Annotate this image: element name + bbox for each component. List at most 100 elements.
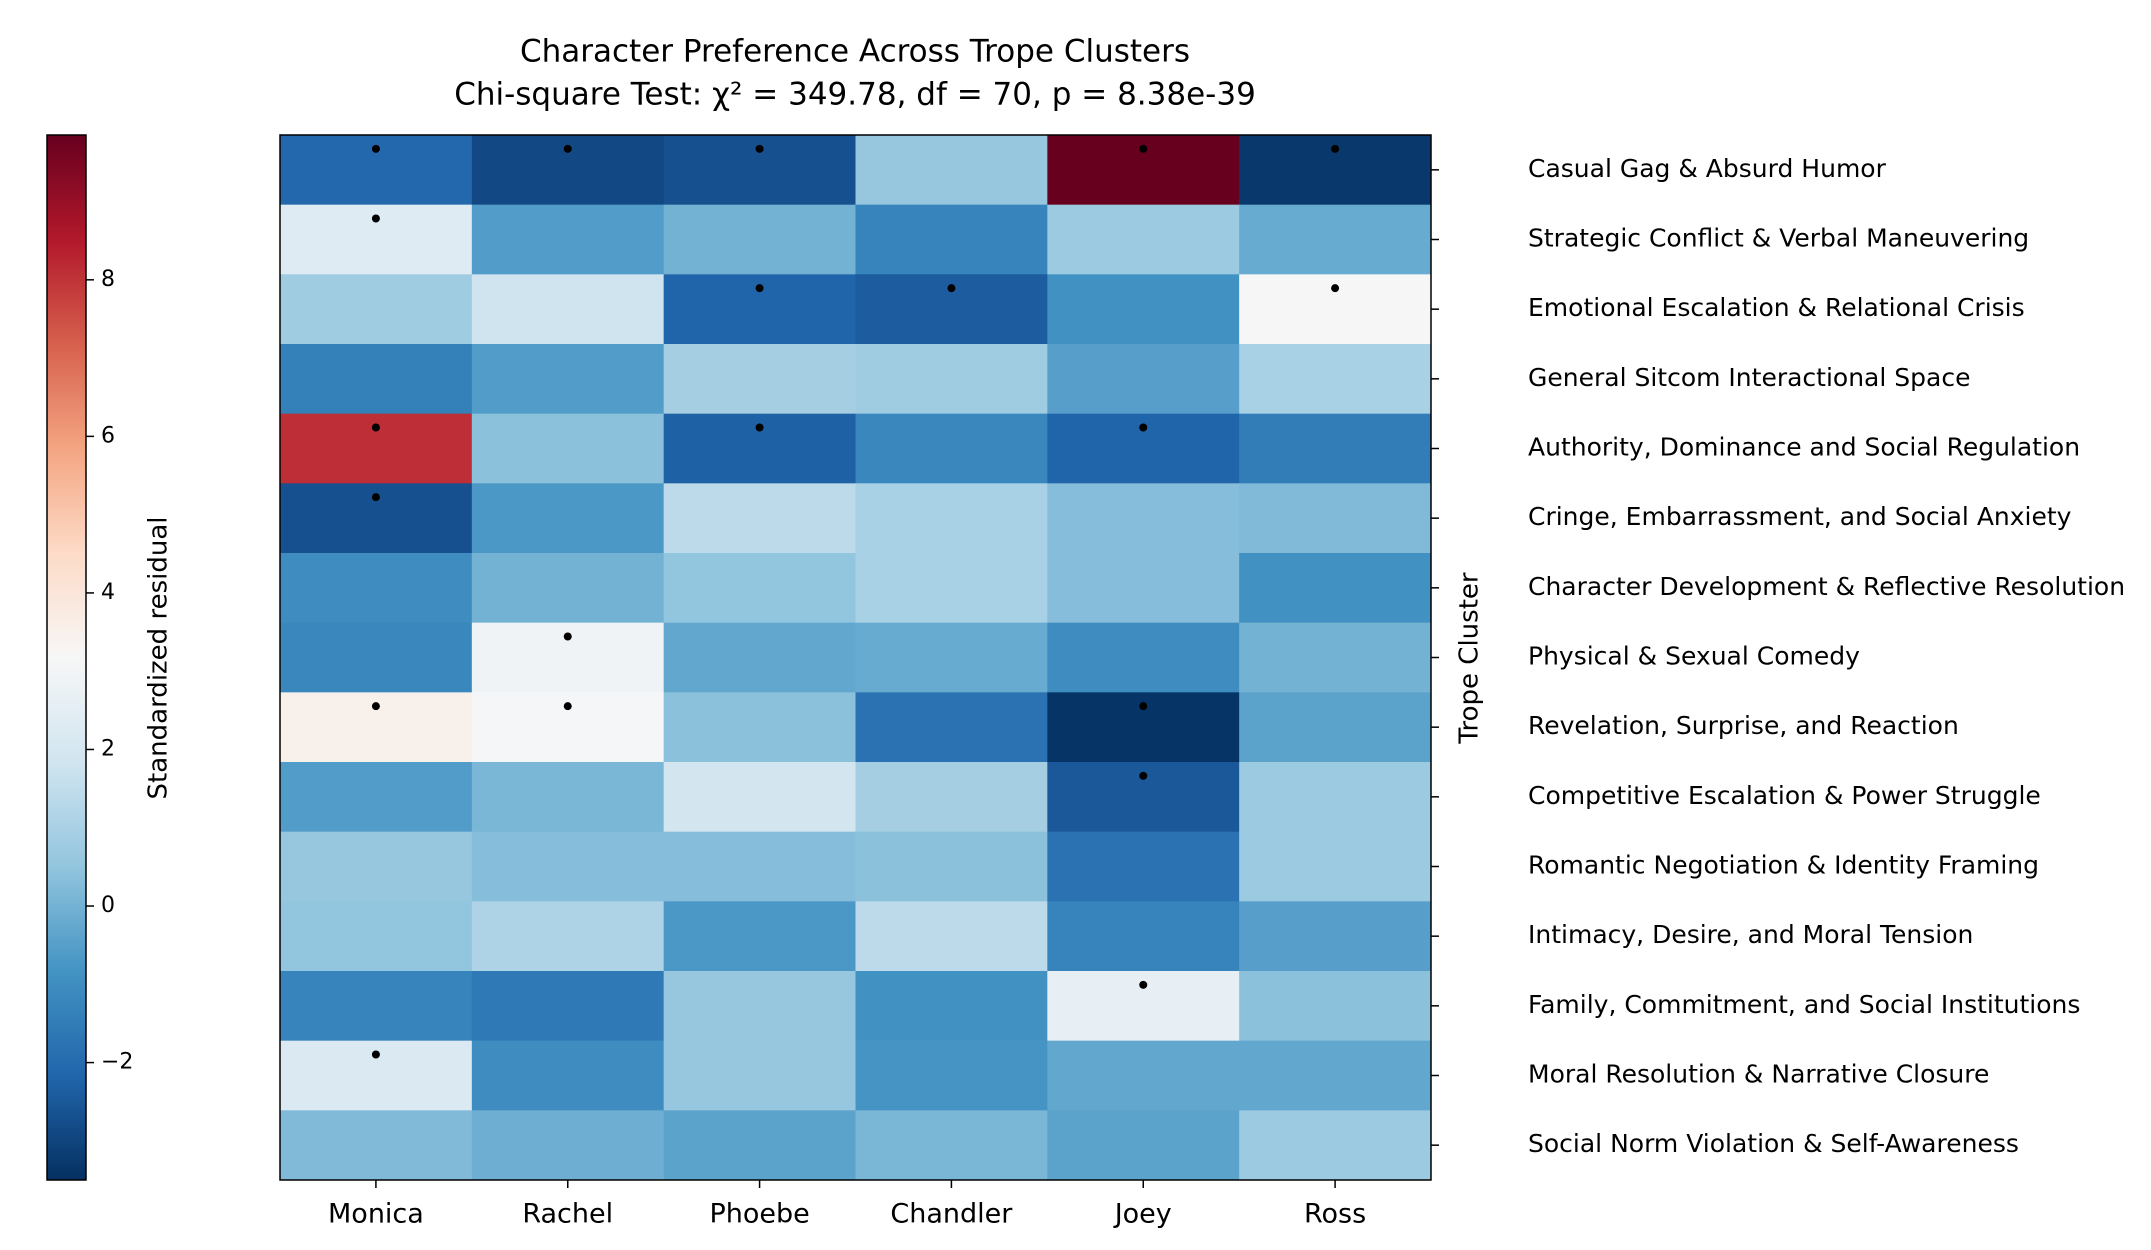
- y-tick-label: Cringe, Embarrassment, and Social Anxiet…: [1528, 502, 2072, 531]
- heatmap-cell: [855, 204, 1048, 275]
- heatmap-cell: [663, 971, 856, 1042]
- significance-dot: [1139, 980, 1148, 989]
- significance-dot: [371, 144, 380, 153]
- heatmap-cell: [471, 1040, 665, 1111]
- heatmap-cell: [1047, 1040, 1240, 1111]
- y-tick-label: Family, Commitment, and Social Instituti…: [1528, 990, 2080, 1019]
- x-tick-label: Ross: [1304, 1199, 1366, 1230]
- heatmap-cell: [280, 274, 473, 345]
- heatmap-cell: [1047, 553, 1240, 624]
- heatmap-cell: [855, 1040, 1048, 1111]
- x-tick-label: Chandler: [890, 1199, 1013, 1230]
- heatmap-cell: [1047, 344, 1240, 415]
- colorbar-tick-label: 0: [101, 893, 115, 918]
- heatmap-cell: [280, 553, 473, 624]
- x-tick-label: Monica: [328, 1199, 424, 1230]
- heatmap-cell: [663, 204, 856, 275]
- significance-dot: [371, 214, 380, 223]
- heatmap-cell: [1239, 413, 1432, 484]
- y-tick-label: Authority, Dominance and Social Regulati…: [1528, 433, 2080, 462]
- heatmap-cell: [855, 971, 1048, 1042]
- colorbar-tick-label: 2: [101, 736, 115, 761]
- y-tick-label: Casual Gag & Absurd Humor: [1528, 154, 1887, 183]
- heatmap-cell: [663, 553, 856, 624]
- heatmap-cell: [1239, 901, 1432, 972]
- significance-dot: [563, 144, 572, 153]
- heatmap-cell: [1239, 1110, 1432, 1181]
- y-tick-label: Competitive Escalation & Power Struggle: [1528, 781, 2041, 810]
- significance-dot: [371, 493, 380, 502]
- heatmap-cell: [280, 971, 473, 1042]
- heatmap-cell: [1239, 831, 1432, 902]
- heatmap-cell: [663, 1040, 856, 1111]
- x-tick-label: Rachel: [522, 1199, 613, 1230]
- y-tick-label: Romantic Negotiation & Identity Framing: [1528, 851, 2039, 880]
- y-tick-label: Social Norm Violation & Self-Awareness: [1528, 1129, 2019, 1158]
- heatmap-cell: [471, 344, 665, 415]
- heatmap-cell: [1047, 831, 1240, 902]
- heatmap-cell: [471, 274, 665, 345]
- heatmap-cell: [855, 413, 1048, 484]
- heatmap-cell: [1239, 204, 1432, 275]
- heatmap-cell: [663, 622, 856, 693]
- heatmap-cell: [663, 831, 856, 902]
- y-tick-label: Character Development & Reflective Resol…: [1528, 572, 2125, 601]
- heatmap-cell: [280, 1110, 473, 1181]
- heatmap-cell: [1239, 692, 1432, 763]
- significance-dot: [1331, 284, 1340, 293]
- heatmap-cell: [1047, 204, 1240, 275]
- significance-dot: [755, 284, 764, 293]
- significance-dot: [1139, 423, 1148, 432]
- heatmap-cell: [663, 762, 856, 833]
- chart-title: Character Preference Across Trope Cluste…: [520, 34, 1190, 70]
- heatmap-cell: [471, 204, 665, 275]
- heatmap-cell: [1239, 344, 1432, 415]
- heatmap-cell: [471, 901, 665, 972]
- y-tick-label: Emotional Escalation & Relational Crisis: [1528, 293, 2025, 322]
- colorbar-tick-label: 4: [101, 580, 115, 605]
- x-tick-label: Phoebe: [709, 1199, 809, 1230]
- heatmap-cell: [1047, 622, 1240, 693]
- heatmap-cell: [855, 1110, 1048, 1181]
- heatmap-cell: [1047, 901, 1240, 972]
- significance-dot: [1331, 144, 1340, 153]
- y-axis-label: Trope Cluster: [1455, 572, 1485, 744]
- significance-dot: [563, 632, 572, 641]
- heatmap-cell: [855, 553, 1048, 624]
- heatmap-cell: [855, 483, 1048, 554]
- significance-dot: [371, 1050, 380, 1059]
- heatmap-cell: [280, 831, 473, 902]
- heatmap-cell: [663, 483, 856, 554]
- heatmap-cell: [855, 344, 1048, 415]
- heatmap-cell: [471, 831, 665, 902]
- heatmap-cell: [1239, 971, 1432, 1042]
- heatmap-cell: [663, 692, 856, 763]
- heatmap-cell: [1239, 622, 1432, 693]
- heatmap-cell: [1239, 762, 1432, 833]
- colorbar-tick-label: 6: [101, 423, 115, 448]
- heatmap-cell: [855, 901, 1048, 972]
- heatmap-cell: [1239, 1040, 1432, 1111]
- heatmap-cell: [280, 901, 473, 972]
- heatmap-cell: [280, 344, 473, 415]
- heatmap-cell: [855, 135, 1048, 206]
- significance-dot: [371, 702, 380, 711]
- significance-dot: [947, 284, 956, 293]
- chart-subtitle: Chi-square Test: χ² = 349.78, df = 70, p…: [454, 77, 1256, 113]
- colorbar-label: Standardized residual: [144, 517, 174, 800]
- heatmap-cell: [855, 692, 1048, 763]
- heatmap-cell: [471, 971, 665, 1042]
- significance-dot: [563, 702, 572, 711]
- heatmap-cell: [471, 413, 665, 484]
- heatmap-cell: [855, 762, 1048, 833]
- heatmap-cell: [855, 831, 1048, 902]
- significance-dot: [1139, 771, 1148, 780]
- heatmap-cell: [1239, 553, 1432, 624]
- significance-dot: [1139, 702, 1148, 711]
- significance-dot: [755, 423, 764, 432]
- colorbar: [46, 134, 87, 1181]
- heatmap-cell: [1239, 483, 1432, 554]
- y-tick-label: Physical & Sexual Comedy: [1528, 642, 1860, 671]
- colorbar-tick-label: −2: [101, 1050, 133, 1075]
